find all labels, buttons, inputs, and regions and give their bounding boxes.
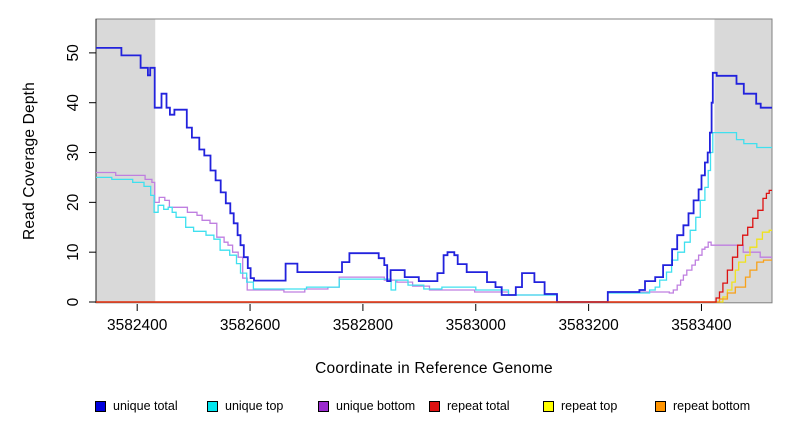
x-tick-label: 3582400 (107, 317, 168, 334)
legend-item-unique-top: unique top (207, 399, 283, 413)
y-axis-title: Read Coverage Depth (21, 81, 38, 241)
legend-label: repeat top (561, 399, 618, 413)
x-tick-label: 3583000 (446, 317, 507, 334)
legend-label: unique bottom (336, 399, 416, 413)
x-tick-label: 3582800 (333, 317, 394, 334)
unique-top-swatch-icon (207, 400, 218, 412)
shaded-region (96, 18, 156, 303)
legend-item-unique-bottom: unique bottom (318, 399, 415, 413)
series-line-repeat-total (96, 189, 772, 303)
x-tick-label: 3582600 (220, 317, 281, 334)
x-tick-label: 3583400 (671, 317, 732, 334)
plot-border (95, 18, 773, 304)
series-line-repeat-top (96, 229, 772, 303)
unique-total-swatch-icon (95, 400, 106, 412)
legend-item-repeat-bottom: repeat bottom (655, 399, 750, 413)
y-tick-label: 30 (65, 144, 82, 162)
legend-item-repeat-top: repeat top (543, 399, 617, 413)
y-tick-label: 40 (65, 94, 82, 112)
x-tick-label: 3583200 (558, 317, 619, 334)
series-line-unique-bottom (96, 171, 772, 303)
series-line-repeat-bottom (96, 259, 772, 303)
unique-bottom-swatch-icon (318, 400, 329, 412)
legend-label: unique total (113, 399, 178, 413)
series-line-unique-total (96, 47, 772, 303)
repeat-top-swatch-icon (543, 400, 554, 412)
y-tick-label: 0 (65, 297, 82, 306)
chart-legend: unique total unique top unique bottom re… (0, 399, 792, 415)
repeat-total-swatch-icon (429, 400, 440, 412)
legend-item-unique-total: unique total (95, 399, 178, 413)
y-tick-label: 50 (65, 44, 82, 62)
legend-item-repeat-total: repeat total (429, 399, 510, 413)
series-line-unique-top (96, 131, 772, 303)
y-tick-label: 10 (65, 243, 82, 261)
legend-label: unique top (225, 399, 284, 413)
shaded-region (714, 18, 772, 303)
legend-label: repeat total (447, 399, 510, 413)
x-axis-title: Coordinate in Reference Genome (315, 360, 553, 377)
repeat-bottom-swatch-icon (655, 400, 666, 412)
legend-label: repeat bottom (673, 399, 751, 413)
y-tick-label: 20 (65, 193, 82, 211)
